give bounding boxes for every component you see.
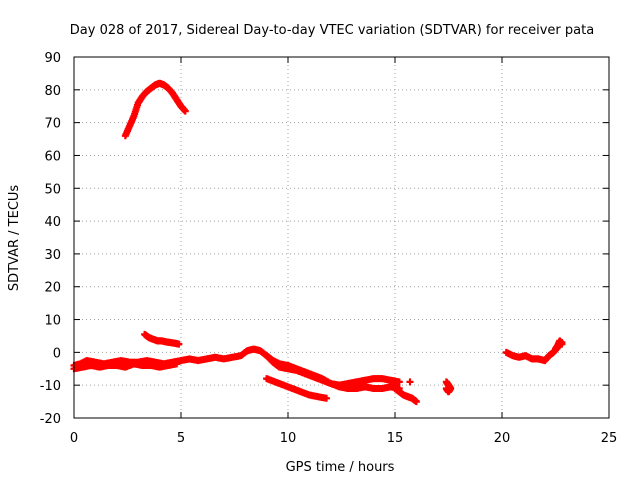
data-point bbox=[406, 378, 414, 386]
y-tick-label: -10 bbox=[40, 379, 61, 394]
plot-frame bbox=[73, 56, 610, 419]
x-axis-title: GPS time / hours bbox=[286, 460, 395, 475]
y-tick-label: -20 bbox=[40, 412, 61, 427]
y-tick-label: 60 bbox=[44, 149, 61, 164]
data-point bbox=[558, 340, 566, 348]
data-points bbox=[70, 79, 566, 406]
y-tick-label: 30 bbox=[44, 248, 61, 263]
x-tick-label: 0 bbox=[70, 431, 78, 446]
y-tick-label: 40 bbox=[44, 215, 61, 230]
data-point bbox=[395, 378, 403, 386]
y-tick-label: 0 bbox=[53, 346, 61, 361]
data-point bbox=[442, 384, 450, 392]
x-tick-label: 15 bbox=[387, 431, 404, 446]
y-tick-label: 90 bbox=[44, 51, 61, 66]
data-point bbox=[323, 394, 331, 402]
y-tick-label: 50 bbox=[44, 182, 61, 197]
y-tick-label: 80 bbox=[44, 84, 61, 99]
y-tick-label: 10 bbox=[44, 314, 61, 329]
x-tick-label: 5 bbox=[177, 431, 185, 446]
x-tick-label: 25 bbox=[601, 431, 618, 446]
x-tick-label: 10 bbox=[280, 431, 297, 446]
chart-title: Day 028 of 2017, Sidereal Day-to-day VTE… bbox=[70, 23, 594, 38]
y-axis-title: SDTVAR / TECUs bbox=[7, 185, 22, 292]
data-point bbox=[175, 340, 183, 348]
axis-ticks: 0 5 10 15 20 25 -20 -10 0 10 20 30 40 50 60 70 80 90 bbox=[40, 51, 618, 446]
data-point bbox=[181, 107, 189, 115]
data-point bbox=[412, 398, 420, 406]
y-tick-label: 20 bbox=[44, 281, 61, 296]
x-tick-label: 20 bbox=[494, 431, 511, 446]
y-tick-label: 70 bbox=[44, 117, 61, 132]
data-point bbox=[173, 360, 181, 368]
